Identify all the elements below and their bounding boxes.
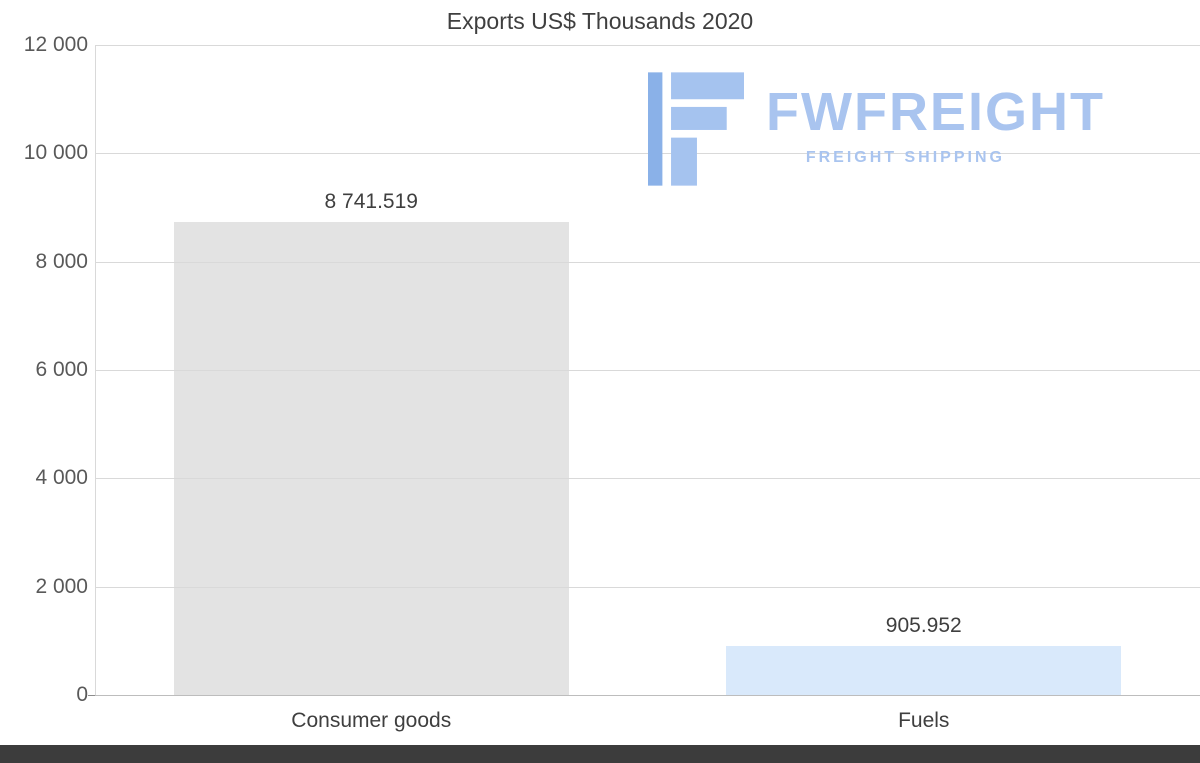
footer-bar (0, 745, 1200, 763)
plot-area: 8 741.519 905.952 (95, 45, 1200, 696)
gridline (95, 370, 1200, 371)
chart-title: Exports US$ Thousands 2020 (446, 8, 754, 34)
gridline (95, 586, 1200, 588)
gridline (95, 153, 1200, 155)
gridline (95, 478, 1200, 480)
y-axis-label: 4 000 (35, 466, 88, 490)
y-axis-label: 10 000 (23, 141, 88, 165)
logo-text: FWFREIGHT FREIGHT SHIPPING (766, 72, 1105, 167)
bar-group-fuels: 905.952 (726, 614, 1122, 695)
y-axis-label: 8 000 (35, 249, 88, 273)
value-label-fuels: 905.952 (885, 613, 962, 637)
y-axis-label: 6 000 (35, 358, 88, 381)
logo: FWFREIGHT FREIGHT SHIPPING (648, 72, 1105, 186)
gridline (95, 695, 1200, 696)
bar-fuels (726, 645, 1122, 695)
y-axis-zero-tick (88, 695, 95, 696)
y-axis-label: 0 (76, 683, 88, 706)
logo-name: FWFREIGHT (766, 82, 1105, 142)
y-axis-label: 2 000 (35, 574, 88, 598)
gridline (95, 261, 1200, 263)
y-axis-label: 12 000 (23, 33, 88, 56)
bar-consumer-goods (173, 221, 569, 695)
bar-group-consumer-goods: 8 741.519 (173, 190, 569, 695)
logo-tagline: FREIGHT SHIPPING (805, 148, 1005, 166)
gridline (95, 45, 1200, 46)
value-label-consumer-goods: 8 741.519 (324, 189, 418, 213)
category-label-consumer-goods: Consumer goods (291, 709, 452, 732)
category-label-fuels: Fuels (898, 709, 950, 732)
fwfreight-logo-icon (648, 72, 744, 186)
y-axis-line (95, 45, 96, 695)
